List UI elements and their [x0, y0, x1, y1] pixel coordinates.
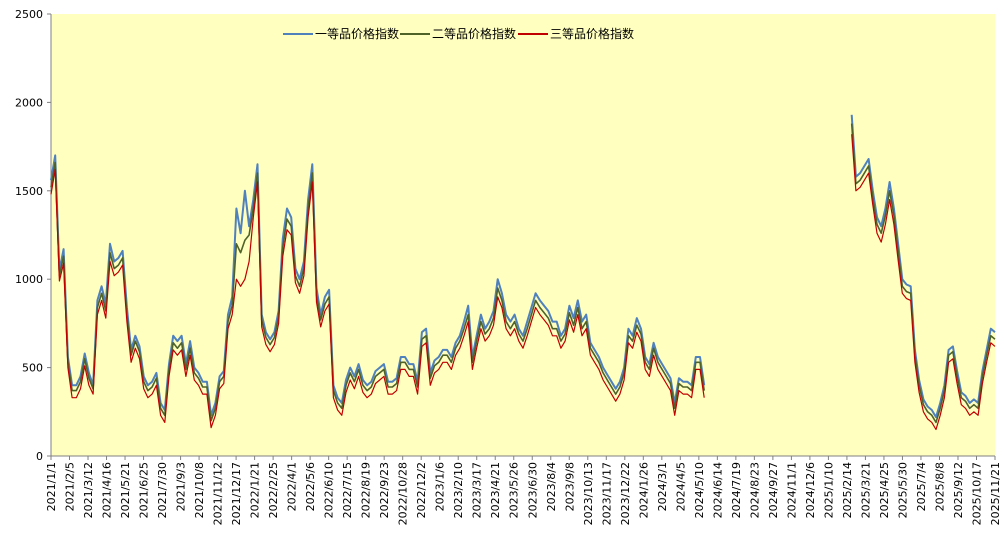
x-tick-label: 2023/11/17 — [600, 462, 613, 525]
x-tick-label: 2023/8/4 — [545, 462, 558, 511]
x-tick-label: 2022/8/19 — [360, 462, 373, 518]
x-tick-label: 2023/12/22 — [619, 462, 632, 525]
series-1-line-segment-2 — [850, 114, 996, 419]
x-tick-label: 2021/5/21 — [119, 462, 132, 518]
x-tick-label: 2021/12/17 — [230, 462, 243, 525]
x-axis: 2021/1/1 2021/2/5 2021/3/12 2021/4/16 2021/5… — [45, 455, 1002, 525]
legend: 一等品价格指数 二等品价格指数 三等品价格指数 — [283, 26, 634, 41]
x-tick-label: 2021/6/25 — [138, 462, 151, 518]
series-3-line-segment-2 — [851, 134, 996, 431]
x-tick-label: 2025/1/10 — [822, 462, 835, 518]
x-tick-label: 2021/1/1 — [45, 462, 58, 511]
y-axis: 0 500 1000 1500 2000 2500 — [15, 8, 52, 463]
series-2-line-segment-2 — [850, 123, 996, 424]
x-tick-label: 2022/10/28 — [397, 462, 410, 525]
y-tick-label: 0 — [36, 450, 43, 463]
y-tick-label: 2000 — [15, 96, 43, 109]
x-tick-label: 2024/6/14 — [711, 462, 724, 518]
x-tick-label: 2022/9/23 — [378, 462, 391, 518]
x-tick-label: 2024/7/19 — [730, 462, 743, 518]
x-tick-label: 2025/2/14 — [841, 462, 854, 518]
x-tick-label: 2024/3/1 — [656, 462, 669, 511]
x-tick-label: 2024/4/5 — [674, 462, 687, 511]
x-tick-label: 2022/12/2 — [415, 462, 428, 518]
x-tick-label: 2024/12/6 — [804, 462, 817, 518]
x-tick-label: 2022/2/25 — [267, 462, 280, 518]
legend-label-3: 三等品价格指数 — [550, 26, 634, 41]
x-tick-label: 2023/2/10 — [452, 462, 465, 518]
x-tick-label: 2024/11/1 — [785, 462, 798, 518]
y-tick-label: 2500 — [15, 8, 43, 21]
series-3 — [50, 134, 996, 431]
x-tick-label: 2025/9/12 — [952, 462, 965, 518]
x-tick-label: 2025/7/4 — [915, 462, 928, 511]
y-tick-label: 1000 — [15, 273, 43, 286]
x-tick-label: 2021/11/12 — [212, 462, 225, 525]
x-tick-label: 2023/5/26 — [508, 462, 521, 518]
x-tick-label: 2022/7/15 — [341, 462, 354, 518]
x-tick-label: 2023/4/21 — [489, 462, 502, 518]
series-2-line-segment-1 — [50, 161, 705, 422]
x-tick-label: 2021/2/5 — [64, 462, 77, 511]
plot-area — [51, 14, 995, 456]
x-tick-label: 2025/8/8 — [933, 462, 946, 511]
x-tick-label: 2025/10/17 — [970, 462, 983, 525]
x-tick-label: 2024/1/26 — [637, 462, 650, 518]
x-tick-label: 2025/11/21 — [989, 462, 1002, 525]
y-tick-label: 500 — [22, 362, 43, 375]
x-tick-label: 2022/6/10 — [323, 462, 336, 518]
x-tick-label: 2021/9/3 — [175, 462, 188, 511]
x-tick-label: 2023/3/17 — [471, 462, 484, 518]
x-tick-label: 2024/8/23 — [748, 462, 761, 518]
x-tick-label: 2024/9/27 — [767, 462, 780, 518]
x-tick-label: 2021/10/8 — [193, 462, 206, 518]
x-tick-label: 2022/4/1 — [286, 462, 299, 511]
x-tick-label: 2021/3/12 — [82, 462, 95, 518]
series-3-line-segment-1 — [50, 169, 705, 429]
x-tick-label: 2023/10/13 — [582, 462, 595, 525]
x-tick-label: 2021/4/16 — [101, 462, 114, 518]
x-tick-label: 2025/5/30 — [896, 462, 909, 518]
x-tick-label: 2025/4/25 — [878, 462, 891, 518]
y-tick-label: 1500 — [15, 185, 43, 198]
legend-label-1: 一等品价格指数 — [315, 26, 399, 41]
series-layer — [50, 114, 996, 431]
x-tick-label: 2021/7/30 — [156, 462, 169, 518]
x-tick-label: 2023/1/6 — [434, 462, 447, 511]
x-tick-label: 2024/5/10 — [693, 462, 706, 518]
x-tick-label: 2023/6/30 — [526, 462, 539, 518]
legend-label-2: 二等品价格指数 — [432, 26, 516, 41]
x-tick-label: 2022/1/21 — [249, 462, 262, 518]
x-tick-label: 2025/3/21 — [859, 462, 872, 518]
series-2 — [50, 123, 996, 424]
x-tick-label: 2023/9/8 — [563, 462, 576, 511]
x-tick-label: 2022/5/6 — [304, 462, 317, 511]
